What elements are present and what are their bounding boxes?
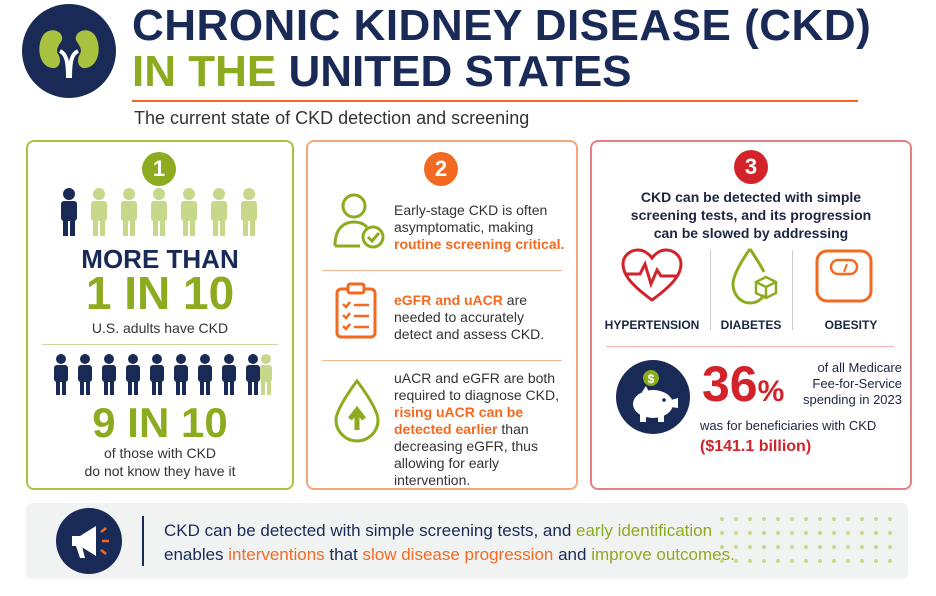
beneficiaries-text: was for beneficiaries with CKD xyxy=(700,418,877,433)
banner-text-2b: interventions xyxy=(228,545,325,564)
panel1-divider xyxy=(42,344,278,345)
svg-text:$: $ xyxy=(648,372,655,386)
megaphone-icon xyxy=(72,526,109,558)
banner-text-1a: CKD can be detected with simple screenin… xyxy=(164,521,576,540)
spending-amount: ($141.1 billion) xyxy=(700,438,812,455)
condition-divider-1 xyxy=(710,250,711,330)
kidney-icon xyxy=(39,30,99,79)
panel2-divider-2 xyxy=(322,360,562,361)
item3-line5: decreasing eGFR, thus xyxy=(394,438,538,454)
item3-text: uACR and eGFR are both required to diagn… xyxy=(394,370,574,489)
people-1-in-10-icon xyxy=(61,188,257,236)
panel-number-badge: 3 xyxy=(734,150,768,184)
banner-divider xyxy=(142,516,144,566)
panel-prevalence: 1 MORE THAN 1 IN 10 U.S. adults have CKD… xyxy=(26,140,294,490)
percent-value: 36 xyxy=(702,356,758,412)
banner-text-2c: that xyxy=(324,545,363,564)
people-9-in-10-icon xyxy=(54,354,272,395)
item1-highlight: routine screening critical. xyxy=(394,236,565,252)
intro-line1: CKD can be detected with simple xyxy=(640,189,862,205)
item1-text: Early-stage CKD is often asymptomatic, m… xyxy=(394,202,572,253)
item3-line4: detected earlier than xyxy=(394,421,574,438)
panel-testing: 2 Early-stage CKD is often asymptomatic,… xyxy=(306,140,578,490)
page-title-line1: CHRONIC KIDNEY DISEASE (CKD) xyxy=(132,1,872,50)
stat2-value: 9 IN 10 xyxy=(92,399,228,446)
item3-highlight1: rising uACR can be xyxy=(394,404,524,420)
panel-number-badge: 1 xyxy=(142,152,176,186)
banner-text-2a: enables xyxy=(164,545,229,564)
diabetes-drop-icon xyxy=(731,248,778,305)
medicare-line1: of all Medicare xyxy=(817,360,902,375)
item2-highlight: eGFR and uACR xyxy=(394,292,503,308)
item3-line1: uACR and eGFR are both xyxy=(394,370,556,386)
item2-text: eGFR and uACR are needed to accurately d… xyxy=(394,292,572,343)
banner-line1: CKD can be detected with simple screenin… xyxy=(164,519,735,543)
person-check-icon xyxy=(333,193,385,249)
item1-line1: Early-stage CKD is often xyxy=(394,202,548,218)
heartbeat-icon xyxy=(621,248,683,302)
kidney-logo xyxy=(22,4,116,98)
title-navy-part: UNITED STATES xyxy=(288,47,632,96)
banner-text-1b: early identification xyxy=(576,521,713,540)
intro-line3: can be slowed by addressing xyxy=(653,225,849,241)
stat2-caption-line1: of those with CKD xyxy=(103,445,217,461)
condition-diabetes: DIABETES xyxy=(720,318,782,332)
key-message-banner xyxy=(26,503,908,579)
stat1-caption: U.S. adults have CKD xyxy=(91,320,229,336)
stat1-prefix: MORE THAN xyxy=(81,244,239,274)
percent-sign: % xyxy=(757,375,785,408)
condition-divider-2 xyxy=(792,250,793,330)
decorative-dots xyxy=(720,517,892,563)
banner-message: CKD can be detected with simple screenin… xyxy=(164,519,735,567)
scale-icon xyxy=(815,249,873,303)
title-divider xyxy=(132,100,858,102)
item3-highlight2: detected earlier xyxy=(394,421,498,437)
item1-line2: asymptomatic, making xyxy=(394,219,534,235)
panel-number-badge: 2 xyxy=(424,152,458,186)
page-subtitle: The current state of CKD detection and s… xyxy=(134,108,530,128)
stat2-caption: of those with CKD do not know they have … xyxy=(28,444,292,480)
banner-text-2f: improve outcomes. xyxy=(591,545,735,564)
item2-line1: eGFR and uACR are xyxy=(394,292,572,309)
medicare-line3: spending in 2023 xyxy=(802,392,902,407)
stat2-caption-line2: do not know they have it xyxy=(84,463,236,479)
panel3-divider xyxy=(606,346,894,347)
piggy-bank-badge: $ xyxy=(616,360,690,434)
panel3-intro: CKD can be detected with simple screenin… xyxy=(592,188,910,242)
checklist-clipboard-icon xyxy=(335,282,377,339)
page-title-line2: IN THE UNITED STATES xyxy=(132,48,632,96)
panel2-divider-1 xyxy=(322,270,562,271)
banner-text-2d: slow disease progression xyxy=(362,545,554,564)
megaphone-badge xyxy=(56,508,122,574)
medicare-percent: 36% xyxy=(702,356,784,420)
item3-line4-rest: than xyxy=(497,421,529,437)
condition-obesity: OBESITY xyxy=(824,318,878,332)
panel-risk-factors: 3 CKD can be detected with simple screen… xyxy=(590,140,912,490)
piggy-bank-icon: $ xyxy=(633,370,678,422)
item2-line3: detect and assess CKD. xyxy=(394,326,545,342)
item2-line1-rest: are xyxy=(502,292,528,308)
item3-line6: allowing for early intervention. xyxy=(394,455,500,488)
title-green-part: IN THE xyxy=(132,47,277,96)
banner-text-2e: and xyxy=(553,545,592,564)
condition-hypertension: HYPERTENSION xyxy=(604,318,700,332)
stat1-value: 1 IN 10 xyxy=(85,267,235,319)
item3-line2: required to diagnose CKD, xyxy=(394,387,559,403)
intro-line2: screening tests, and its progression xyxy=(630,207,872,223)
item2-line2: needed to accurately xyxy=(394,309,524,325)
rising-drop-icon xyxy=(334,378,380,443)
banner-line2: enables interventions that slow disease … xyxy=(164,543,735,567)
medicare-caption: of all Medicare Fee-for-Service spending… xyxy=(790,360,902,408)
medicare-line2: Fee-for-Service xyxy=(812,376,902,391)
